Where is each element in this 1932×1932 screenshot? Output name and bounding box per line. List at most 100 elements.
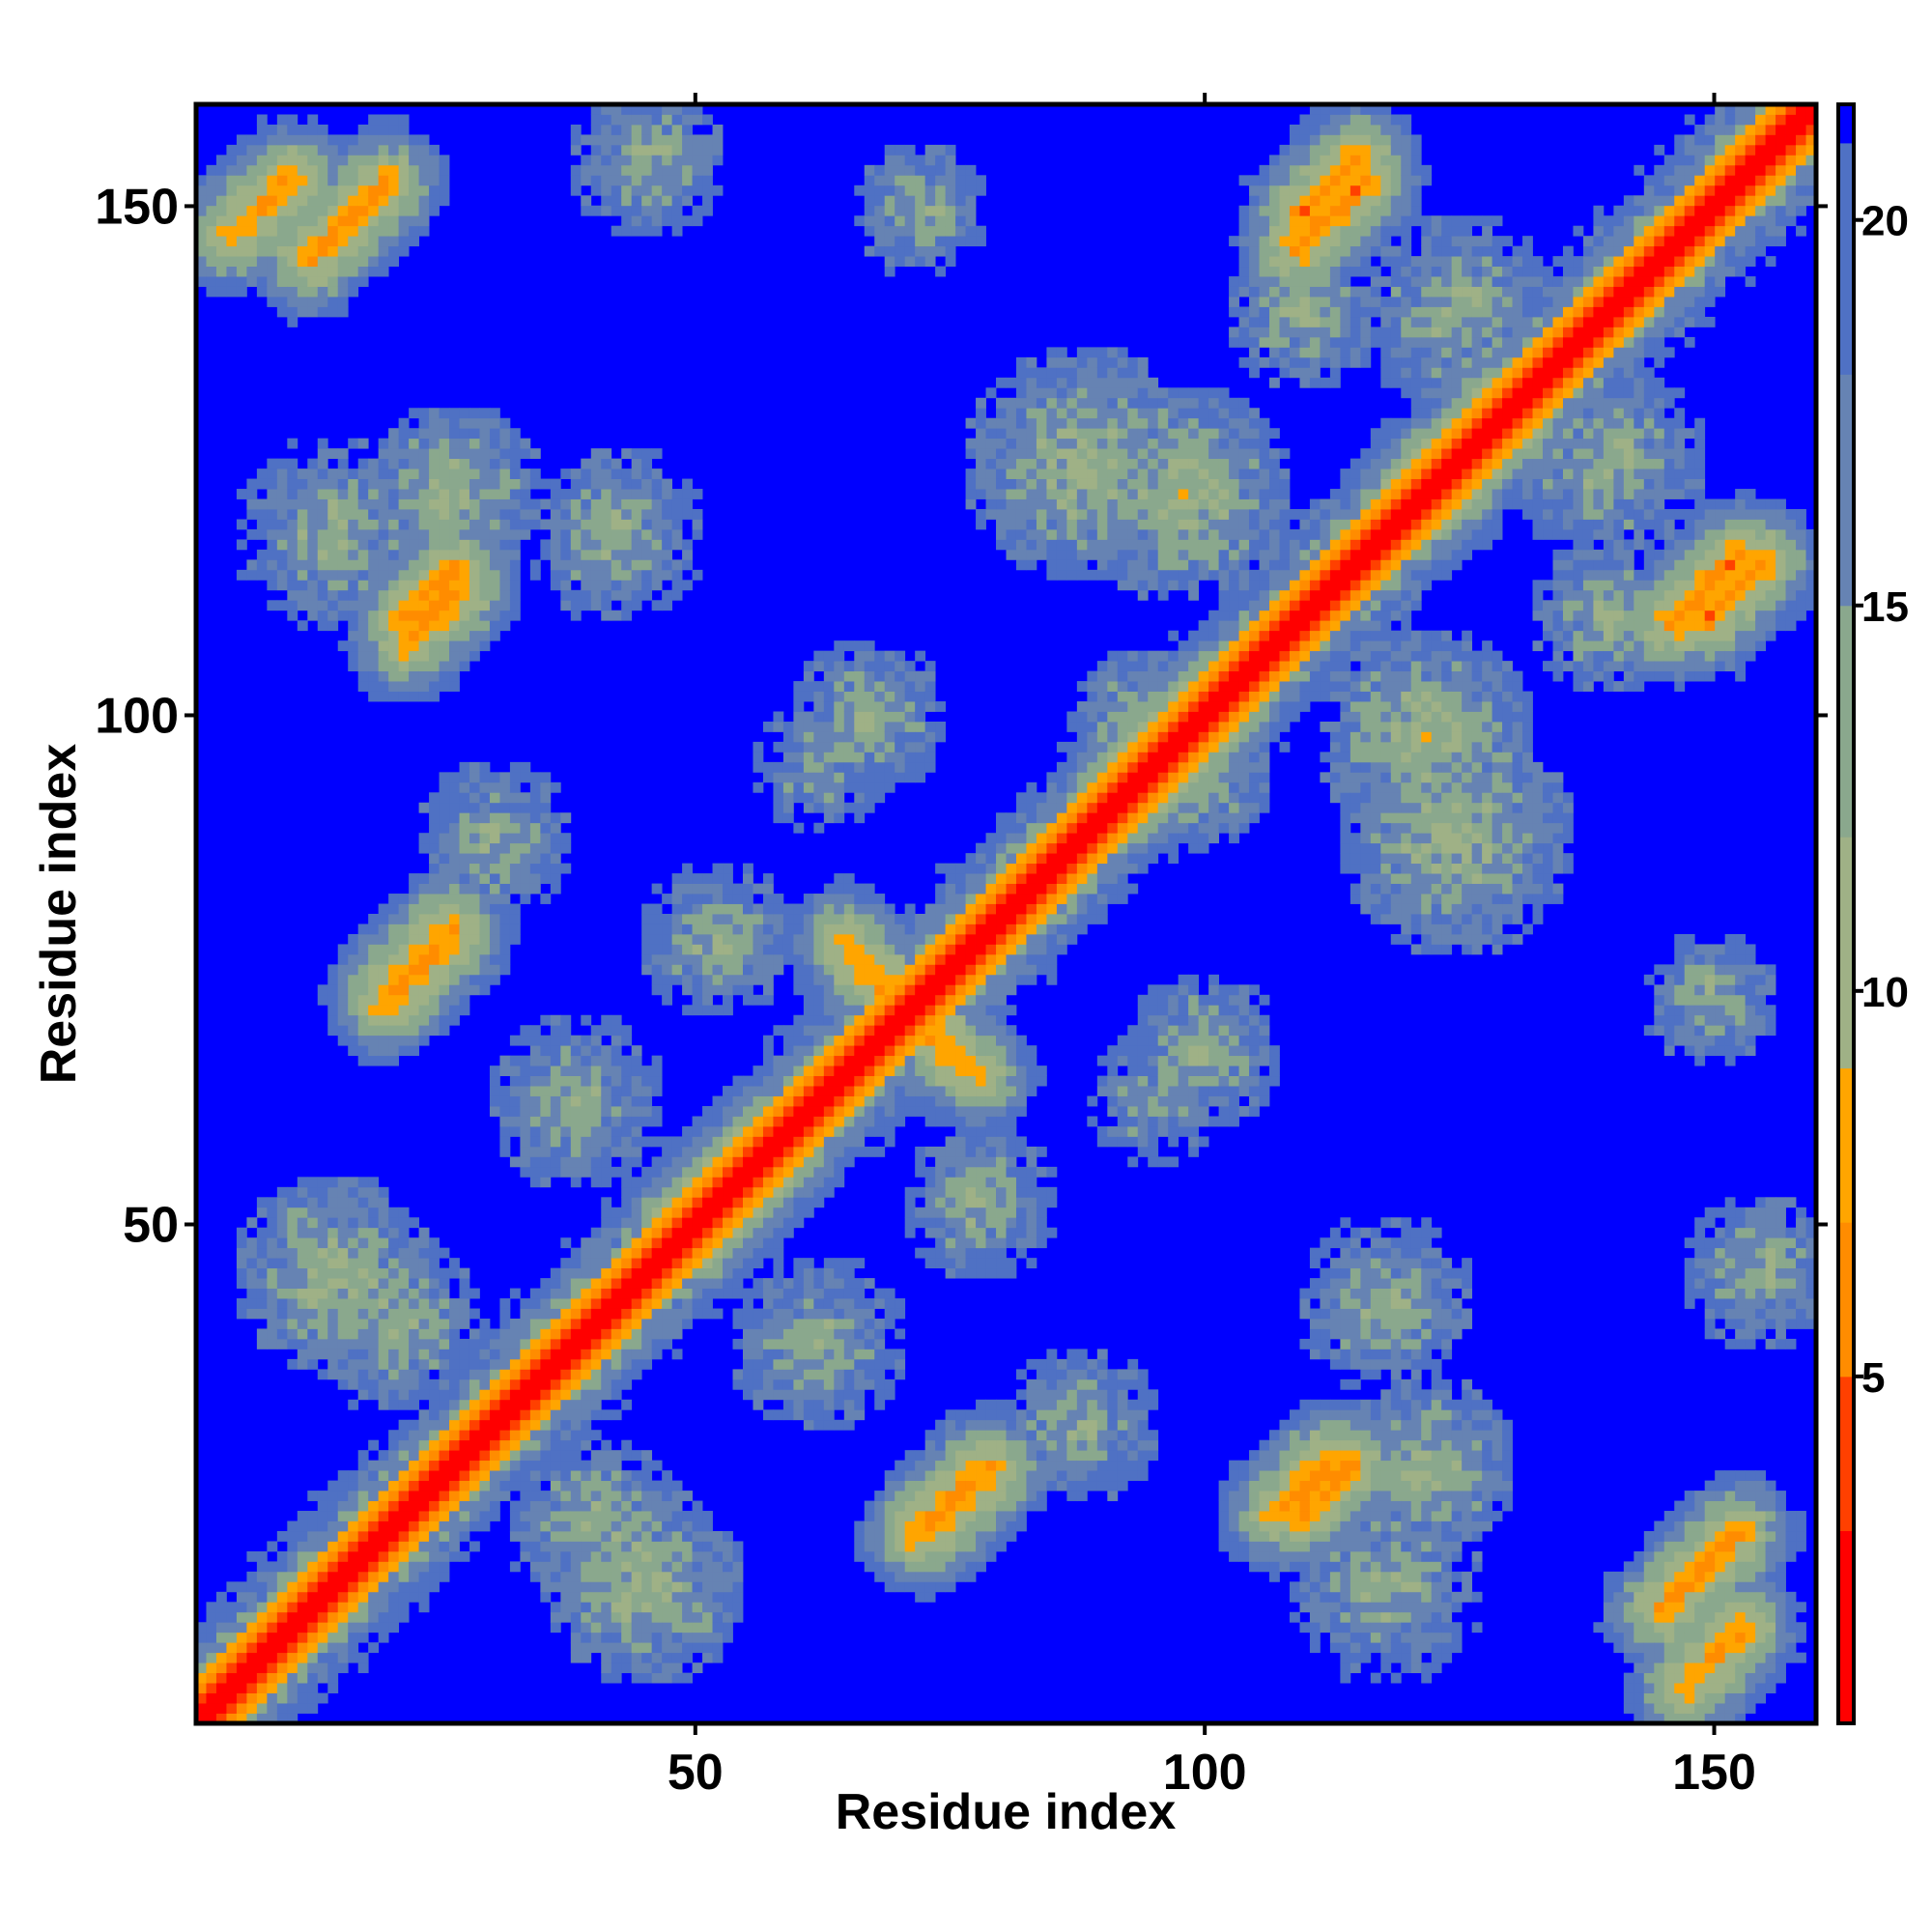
heatmap-cell [843,1369,855,1380]
heatmap-cell [682,580,693,591]
heatmap-cell [601,205,612,216]
heatmap-cell [843,802,855,813]
heatmap-cell [317,1217,328,1229]
heatmap-cell [327,1319,339,1329]
heatmap-cell [307,1278,319,1289]
heatmap-cell [388,620,400,632]
heatmap-cell [348,964,359,976]
heatmap-cell [904,923,916,935]
heatmap-cell [317,984,328,996]
heatmap-cell [732,1338,744,1350]
heatmap-cell [418,1025,430,1037]
heatmap-cell [611,1227,622,1238]
heatmap-cell [267,580,278,591]
heatmap-cell [540,1045,552,1057]
heatmap-cell [276,1530,288,1542]
heatmap-cell [226,175,238,186]
heatmap-cell [692,894,703,904]
heatmap-cell [348,236,359,247]
heatmap-cell [641,589,653,601]
heatmap-cell [742,1298,753,1309]
heatmap-cell [357,175,369,186]
heatmap-cell [803,1399,814,1410]
heatmap-cell [337,478,349,490]
heatmap-cell [287,539,298,551]
heatmap-cell [560,1136,572,1148]
heatmap-cell [348,1470,359,1482]
heatmap-cell [337,1338,349,1350]
heatmap-cell [671,1541,683,1552]
heatmap-cell [479,1328,491,1340]
heatmap-cell [409,215,419,227]
heatmap-cell [641,559,653,571]
heatmap-cell [307,1197,319,1208]
heatmap-cell [327,306,339,318]
heatmap-cell [813,1197,825,1208]
heatmap-cell [682,1308,693,1320]
heatmap-cell [307,306,319,318]
heatmap-cell [226,1703,238,1714]
heatmap-cell [864,681,875,692]
heatmap-cell [388,1550,400,1562]
heatmap-cell [368,1319,380,1329]
heatmap-cell [753,1338,764,1350]
heatmap-cell [317,448,328,460]
heatmap-cell [631,1470,642,1482]
heatmap-cell [439,528,450,540]
heatmap-cell [651,964,663,976]
heatmap-cell [327,144,339,156]
heatmap-cell [864,1045,875,1057]
heatmap-cell [570,1349,582,1360]
heatmap-cell [682,1511,693,1521]
heatmap-cell [904,1075,916,1087]
heatmap-cell [803,984,814,996]
heatmap-cell [388,630,400,641]
heatmap-cell [459,1369,470,1380]
heatmap-cell [287,478,298,490]
heatmap-cell [348,1186,359,1198]
heatmap-cell [357,1378,369,1390]
heatmap-cell [256,498,268,510]
heatmap-cell [793,1166,805,1178]
heatmap-cell [581,1288,592,1299]
heatmap-cell [409,691,419,702]
heatmap-cell [782,933,794,945]
heatmap-cell [560,469,572,479]
heatmap-cell [317,1369,328,1380]
heatmap-cell [641,175,653,186]
heatmap-cell [884,933,895,945]
heatmap-cell [459,650,470,662]
heatmap-cell [297,1267,308,1279]
heatmap-cell [621,1439,633,1451]
heatmap-cell [459,1399,470,1410]
heatmap-cell [570,1369,582,1380]
heatmap-cell [429,195,440,207]
heatmap-cell [682,923,693,935]
heatmap-cell [398,175,410,186]
heatmap-cell [287,1227,298,1238]
heatmap-cell [287,580,298,591]
heatmap-cell [874,661,886,672]
heatmap-cell [429,1470,440,1482]
heatmap-cell [307,266,319,277]
heatmap-cell [398,569,410,581]
heatmap-cell [307,1550,319,1562]
heatmap-cell [449,903,460,915]
heatmap-cell [236,1278,247,1289]
heatmap-cell [611,509,622,520]
heatmap-cell [864,903,875,915]
heatmap-cell [895,964,906,976]
heatmap-cell [611,1500,622,1512]
heatmap-cell [570,1106,582,1117]
heatmap-cell [884,1319,895,1329]
heatmap-cell [874,1369,886,1380]
heatmap-cell [215,276,227,287]
heatmap-cell [823,1146,835,1157]
heatmap-cell [662,1561,673,1573]
heatmap-cell [641,1511,653,1521]
heatmap-cell [874,721,886,732]
heatmap-cell [641,1267,653,1279]
heatmap-cell [671,519,683,530]
heatmap-cell [601,1581,612,1593]
heatmap-cell [327,225,339,237]
